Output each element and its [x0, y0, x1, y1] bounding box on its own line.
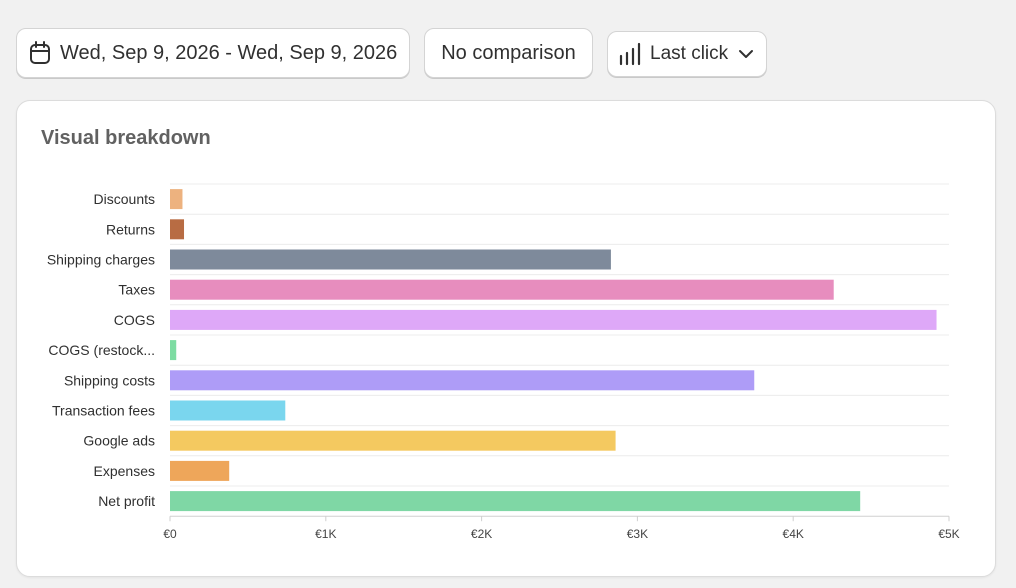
category-label: Discounts [94, 191, 155, 207]
category-label: Google ads [83, 433, 155, 449]
attribution-label: Last click [650, 43, 729, 64]
x-tick-label: €1K [315, 527, 336, 541]
visual-breakdown-card: Visual breakdown €0 €1K €2K €3K €4K €5K Discou… [16, 100, 996, 577]
chevron-down-icon [738, 49, 754, 59]
x-tick-label: €4K [783, 527, 804, 541]
category-label: Shipping charges [47, 252, 155, 268]
bar [170, 491, 861, 512]
comparison-button[interactable]: No comparison [424, 28, 593, 78]
breakdown-bar-chart: €0 €1K €2K €3K €4K €5K Discounts Returns Shippin… [47, 183, 960, 541]
date-range-label: Wed, Sep 9, 2026 - Wed, Sep 9, 2026 [60, 41, 398, 64]
x-tick-label: €2K [471, 527, 492, 541]
category-label: Transaction fees [52, 403, 155, 419]
bar [170, 189, 183, 210]
category-label: Expenses [94, 463, 155, 479]
bar [170, 249, 611, 270]
bar [170, 400, 286, 421]
x-tick-label: €5K [938, 527, 959, 541]
bar [170, 279, 834, 300]
category-label: Shipping costs [64, 372, 155, 388]
bar [170, 430, 616, 451]
category-label: Taxes [118, 282, 155, 298]
category-label: Returns [106, 221, 155, 237]
bar-chart-icon [618, 42, 644, 66]
bar [170, 340, 177, 361]
attribution-dropdown[interactable]: Last click [607, 31, 767, 77]
card-title: Visual breakdown [41, 127, 211, 149]
x-tick-label: €3K [627, 527, 648, 541]
calendar-icon [29, 41, 51, 65]
bar [170, 309, 937, 330]
bar [170, 460, 230, 481]
bar [170, 370, 755, 391]
comparison-label: No comparison [441, 41, 576, 64]
category-label: Net profit [98, 493, 155, 509]
x-tick-label: €0 [163, 527, 177, 541]
category-label: COGS [114, 312, 155, 328]
category-label: COGS (restock... [48, 342, 155, 358]
date-range-button[interactable]: Wed, Sep 9, 2026 - Wed, Sep 9, 2026 [16, 28, 410, 78]
bar [170, 219, 185, 240]
